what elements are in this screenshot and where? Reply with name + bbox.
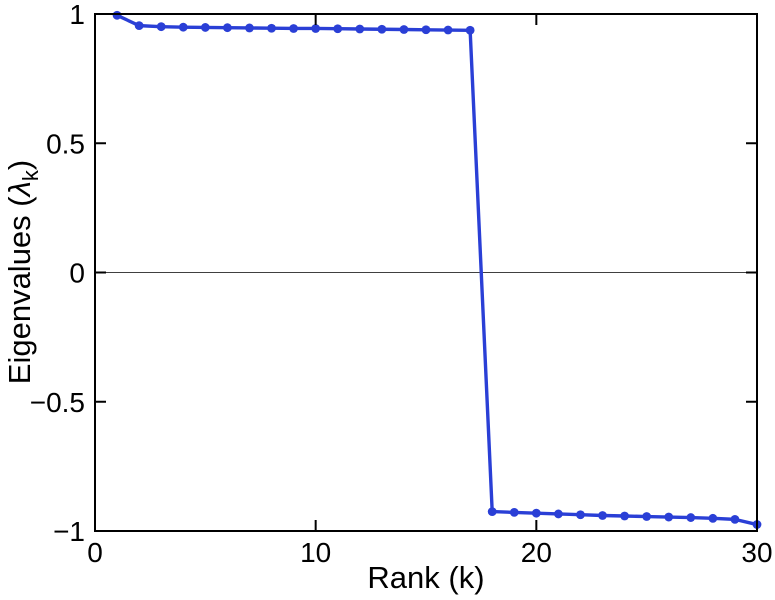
data-marker [112,10,122,20]
data-marker [620,511,629,521]
data-marker [134,21,144,31]
data-marker [377,24,387,34]
x-tick-label: 30 [741,537,772,568]
y-axis-label-subscript: k [18,169,43,181]
data-marker [642,512,652,521]
data-marker [531,508,541,518]
data-marker [664,512,674,522]
data-marker [399,25,409,34]
data-marker [355,24,365,34]
x-tick-label: 10 [300,537,331,568]
x-axis-label: Rank (k) [367,560,484,595]
data-marker [311,24,321,33]
data-line [115,13,759,527]
y-tick-label: 1 [69,0,85,30]
y-tick-label: 0.5 [46,128,85,159]
data-marker [421,25,431,35]
data-marker [289,24,298,33]
data-marker [730,514,740,524]
data-marker [509,507,519,517]
data-marker [708,513,718,523]
data-marker [245,23,254,33]
data-marker [686,513,696,522]
data-marker [200,23,210,32]
y-tick-label: −1 [53,516,85,547]
y-axis-label-suffix: ) [2,160,37,170]
lambda-symbol: λ [2,181,37,198]
y-axis-label-prefix: Eigenvalues ( [2,196,37,385]
x-tick-label: 0 [87,537,103,568]
data-marker [178,22,188,32]
data-marker [465,25,475,35]
data-marker [443,25,453,35]
data-marker [156,22,166,32]
data-marker [267,23,276,33]
data-marker [576,510,585,520]
data-marker [333,24,343,34]
data-marker [598,511,607,520]
y-axis-label: Eigenvalues (λk) [2,160,43,384]
data-marker [223,23,232,33]
data-marker [487,507,497,517]
y-tick-label: 0 [69,258,85,289]
x-tick-label: 20 [521,537,552,568]
data-marker [554,509,563,519]
y-tick-label: −0.5 [30,387,85,418]
